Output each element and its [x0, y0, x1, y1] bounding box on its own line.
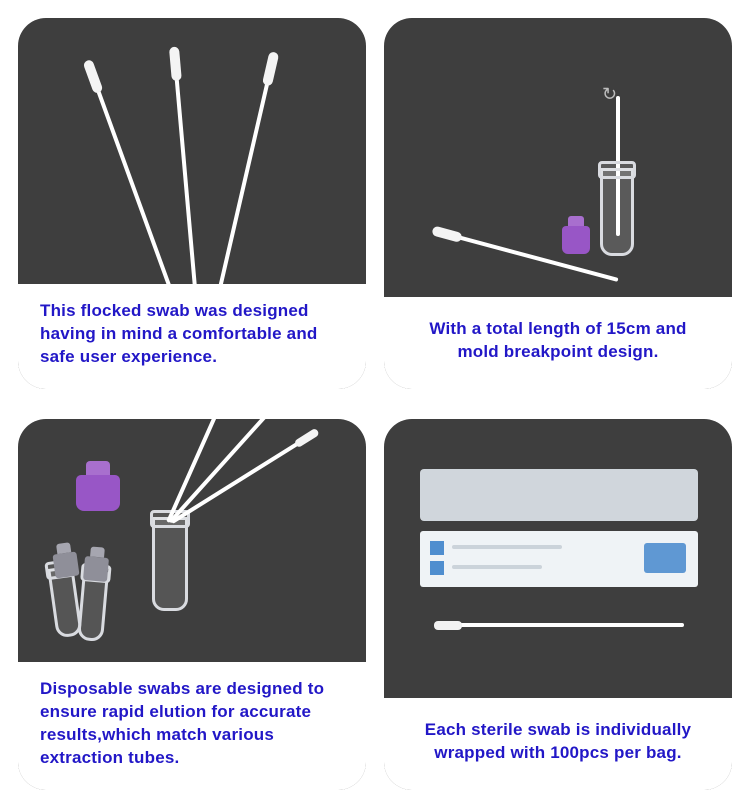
tube-icon: [600, 168, 634, 256]
tube-icon: [152, 517, 188, 611]
swab-icon: [436, 623, 684, 627]
panel4-caption: Each sterile swab is individually wrappe…: [384, 698, 732, 790]
tube-cap-gray-icon: [52, 551, 79, 578]
swab-icon: [218, 54, 276, 284]
panel-individually-wrapped: Each sterile swab is individually wrappe…: [384, 419, 732, 790]
panel2-caption: With a total length of 15cm and mold bre…: [384, 297, 732, 389]
panel-length-breakpoint: ↻ With a total length of 15cm and mold b…: [384, 18, 732, 389]
swab-icon: [172, 49, 197, 284]
package-label-icon: [420, 531, 698, 587]
panel-disposable-swabs: Disposable swabs are designed to ensure …: [18, 419, 366, 790]
panel3-caption: Disposable swabs are designed to ensure …: [18, 662, 366, 790]
panel2-illustration: ↻: [384, 18, 732, 297]
infographic-grid: This flocked swab was designed having in…: [0, 0, 750, 808]
tube-cap-gray-icon: [83, 556, 109, 582]
swab-icon: [166, 419, 238, 523]
tube-cap-purple-icon: [562, 226, 590, 254]
swab-icon: [171, 431, 317, 524]
panel1-illustration: [18, 18, 366, 284]
panel-flocked-swab: This flocked swab was designed having in…: [18, 18, 366, 389]
swab-icon: [168, 419, 284, 523]
swab-wrapper-icon: [420, 469, 698, 521]
panel1-caption: This flocked swab was designed having in…: [18, 284, 366, 389]
panel3-illustration: [18, 419, 366, 662]
swab-upper-segment-icon: [434, 229, 619, 282]
panel4-illustration: [384, 419, 732, 698]
tube-cap-purple-large-icon: [76, 475, 120, 511]
swab-icon: [86, 62, 172, 284]
rotation-arrow-icon: ↻: [602, 84, 617, 105]
